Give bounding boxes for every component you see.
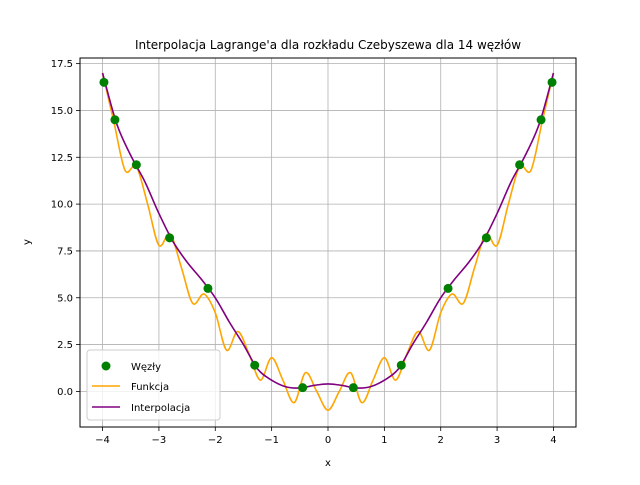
- node-point: [515, 160, 525, 170]
- node-point: [250, 360, 260, 370]
- x-tick-label: 0: [325, 435, 331, 446]
- node-point: [536, 115, 546, 125]
- x-tick-label: 3: [494, 435, 500, 446]
- y-tick-label: 5.0: [57, 293, 73, 304]
- legend: Węzły Funkcja Interpolacja: [86, 349, 221, 421]
- ticks: −4 −3 −2 −1 0 1 2 3 4 0.0 2.5 5.0 7.5 10.0 12.5 15.0 17.…: [51, 59, 557, 446]
- node-point: [298, 383, 308, 393]
- node-point: [348, 383, 358, 393]
- y-tick-label: 2.5: [57, 340, 73, 351]
- x-tick-label: −2: [208, 435, 223, 446]
- legend-function-label: Funkcja: [131, 382, 169, 393]
- node-point: [443, 283, 453, 293]
- y-tick-label: 7.5: [57, 246, 73, 257]
- plot-area: [99, 72, 557, 411]
- function-line: [101, 72, 555, 411]
- y-tick-label: 12.5: [51, 153, 73, 164]
- legend-nodes-label: Węzły: [131, 362, 161, 373]
- chart-title: Interpolacja Lagrange'a dla rozkładu Cze…: [135, 38, 521, 52]
- x-tick-label: −1: [264, 435, 279, 446]
- node-point: [165, 233, 175, 243]
- grid: [80, 58, 576, 427]
- interpolation-line: [101, 72, 555, 389]
- node-point: [547, 77, 557, 87]
- y-tick-label: 0.0: [57, 387, 73, 398]
- x-tick-label: −4: [95, 435, 110, 446]
- x-tick-label: 1: [381, 435, 387, 446]
- y-tick-label: 10.0: [51, 200, 73, 211]
- x-axis-label: x: [325, 458, 331, 469]
- node-point: [203, 283, 213, 293]
- y-axis-label: y: [22, 239, 33, 245]
- x-tick-label: −3: [152, 435, 167, 446]
- y-tick-label: 17.5: [51, 59, 73, 70]
- node-point: [396, 360, 406, 370]
- y-tick-label: 15.0: [51, 106, 73, 117]
- x-tick-label: 4: [550, 435, 556, 446]
- node-point: [99, 77, 109, 87]
- node-point: [110, 115, 120, 125]
- x-tick-label: 2: [438, 435, 444, 446]
- legend-box: [86, 349, 221, 421]
- node-point: [481, 233, 491, 243]
- legend-interpolation-label: Interpolacja: [131, 403, 190, 414]
- legend-nodes-marker: [101, 361, 111, 371]
- node-point: [131, 160, 141, 170]
